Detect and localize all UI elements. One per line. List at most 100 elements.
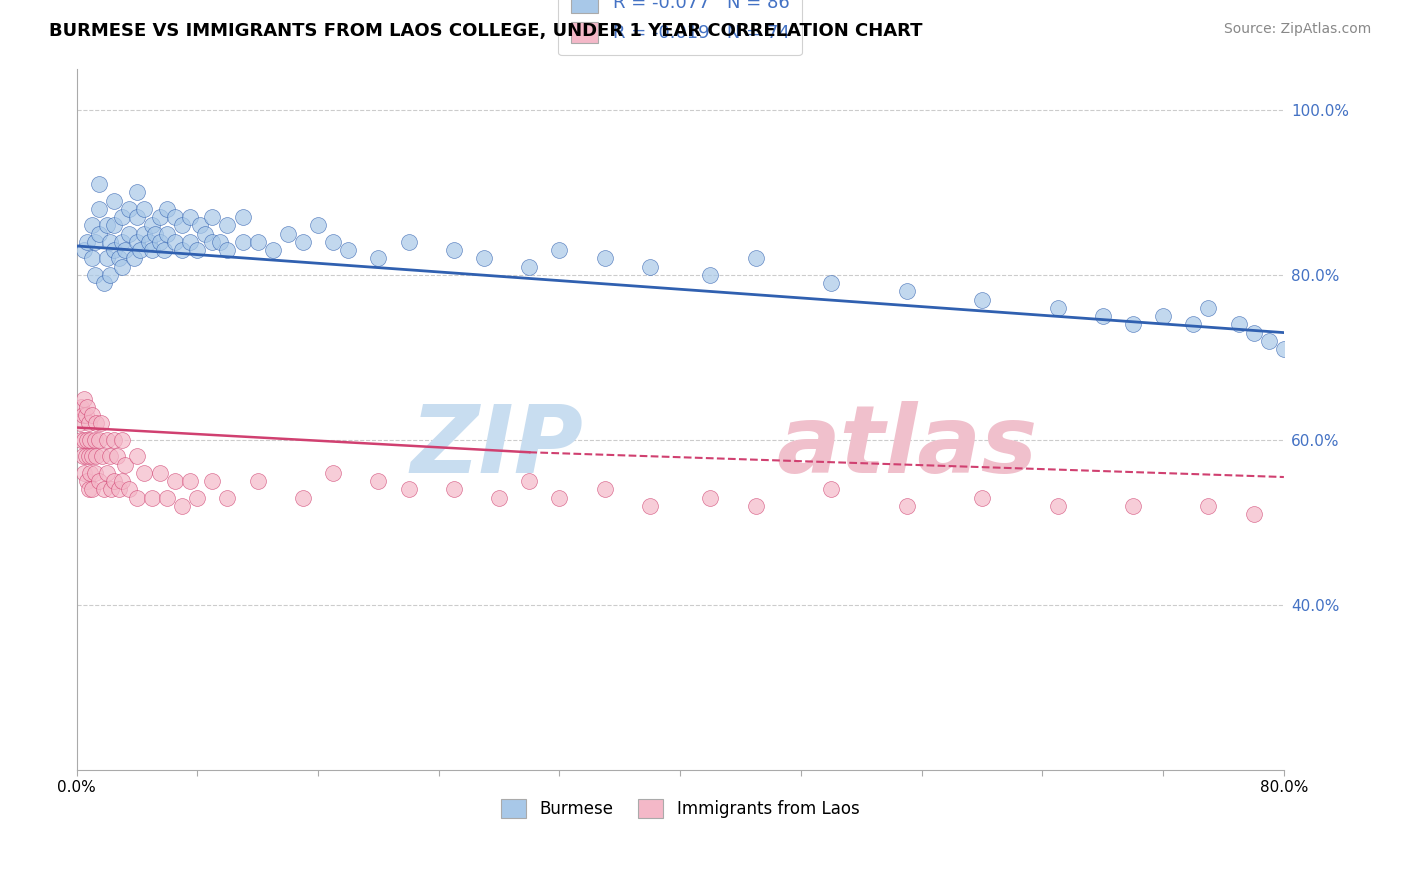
Point xyxy=(517,474,540,488)
Point xyxy=(1046,499,1069,513)
Point xyxy=(186,491,208,505)
Point xyxy=(163,235,186,249)
Point xyxy=(156,227,179,241)
Point xyxy=(1197,301,1219,315)
Point xyxy=(820,276,842,290)
Point xyxy=(699,268,721,282)
Point xyxy=(820,483,842,497)
Point xyxy=(217,219,239,233)
Point xyxy=(188,219,211,233)
Point xyxy=(89,433,111,447)
Point xyxy=(246,474,269,488)
Point xyxy=(1243,507,1265,521)
Point xyxy=(156,491,179,505)
Point xyxy=(246,235,269,249)
Point xyxy=(970,491,993,505)
Point xyxy=(1257,334,1279,348)
Point xyxy=(217,491,239,505)
Point xyxy=(153,243,176,257)
Point xyxy=(76,433,98,447)
Point xyxy=(1227,318,1250,332)
Point xyxy=(488,491,510,505)
Point xyxy=(638,260,661,274)
Point xyxy=(98,235,121,249)
Point xyxy=(262,243,284,257)
Point xyxy=(141,243,163,257)
Point xyxy=(125,491,148,505)
Point xyxy=(593,252,616,266)
Point xyxy=(89,227,111,241)
Point xyxy=(172,499,194,513)
Point xyxy=(398,483,420,497)
Point xyxy=(80,483,103,497)
Point xyxy=(76,235,98,249)
Point xyxy=(129,243,152,257)
Point xyxy=(517,260,540,274)
Point xyxy=(122,252,145,266)
Point xyxy=(103,219,125,233)
Point xyxy=(548,243,571,257)
Point xyxy=(83,433,105,447)
Point xyxy=(322,466,344,480)
Point xyxy=(337,243,360,257)
Point xyxy=(69,417,91,431)
Point xyxy=(118,227,141,241)
Point xyxy=(89,474,111,488)
Point xyxy=(93,483,115,497)
Point xyxy=(96,433,118,447)
Point xyxy=(186,243,208,257)
Point xyxy=(163,210,186,224)
Point xyxy=(98,450,121,464)
Text: BURMESE VS IMMIGRANTS FROM LAOS COLLEGE, UNDER 1 YEAR CORRELATION CHART: BURMESE VS IMMIGRANTS FROM LAOS COLLEGE,… xyxy=(49,22,922,40)
Point xyxy=(1243,326,1265,340)
Point xyxy=(70,433,93,447)
Point xyxy=(141,491,163,505)
Point xyxy=(114,243,136,257)
Point xyxy=(291,491,314,505)
Point xyxy=(83,268,105,282)
Point xyxy=(134,202,156,216)
Point xyxy=(699,491,721,505)
Point xyxy=(443,243,465,257)
Point xyxy=(93,276,115,290)
Point xyxy=(125,186,148,200)
Point xyxy=(1272,342,1295,356)
Point xyxy=(1046,301,1069,315)
Point xyxy=(744,252,766,266)
Point xyxy=(1091,309,1114,323)
Point xyxy=(179,235,201,249)
Point xyxy=(80,252,103,266)
Point xyxy=(307,219,329,233)
Point xyxy=(108,483,131,497)
Point xyxy=(73,466,96,480)
Point xyxy=(970,293,993,307)
Point xyxy=(156,202,179,216)
Point xyxy=(125,235,148,249)
Point xyxy=(77,483,100,497)
Point xyxy=(896,499,918,513)
Point xyxy=(105,450,128,464)
Text: atlas: atlas xyxy=(776,401,1038,493)
Point xyxy=(398,235,420,249)
Point xyxy=(172,219,194,233)
Point xyxy=(291,235,314,249)
Text: ZIP: ZIP xyxy=(411,401,583,493)
Point xyxy=(83,235,105,249)
Point xyxy=(179,474,201,488)
Point xyxy=(194,227,217,241)
Point xyxy=(163,474,186,488)
Point xyxy=(367,252,389,266)
Point xyxy=(232,210,254,224)
Point xyxy=(201,474,224,488)
Point xyxy=(98,268,121,282)
Point xyxy=(201,235,224,249)
Point xyxy=(111,474,134,488)
Point xyxy=(114,458,136,472)
Point xyxy=(1152,309,1174,323)
Point xyxy=(1197,499,1219,513)
Point xyxy=(100,483,122,497)
Point xyxy=(73,392,96,406)
Point xyxy=(118,202,141,216)
Point xyxy=(83,466,105,480)
Point xyxy=(277,227,299,241)
